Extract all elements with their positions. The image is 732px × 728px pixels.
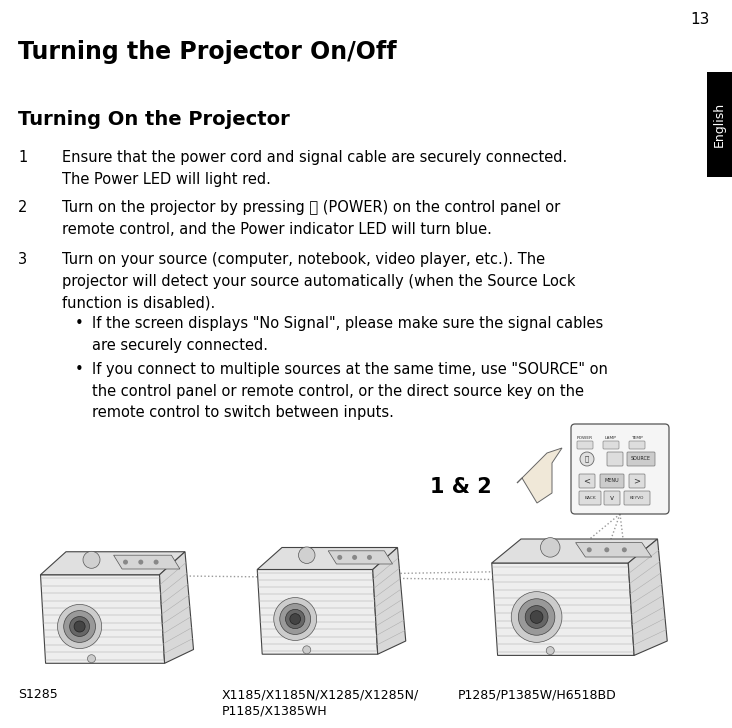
- Circle shape: [303, 646, 311, 654]
- FancyBboxPatch shape: [629, 474, 645, 488]
- Text: 1 & 2: 1 & 2: [430, 477, 492, 497]
- FancyBboxPatch shape: [579, 474, 595, 488]
- Text: TEMP: TEMP: [631, 436, 643, 440]
- FancyBboxPatch shape: [577, 441, 593, 449]
- Text: 1: 1: [18, 150, 27, 165]
- Circle shape: [622, 547, 627, 553]
- FancyBboxPatch shape: [603, 441, 619, 449]
- Text: POWER: POWER: [577, 436, 593, 440]
- Polygon shape: [517, 448, 562, 503]
- FancyBboxPatch shape: [707, 72, 732, 177]
- FancyBboxPatch shape: [629, 441, 645, 449]
- Circle shape: [605, 547, 609, 553]
- FancyBboxPatch shape: [627, 452, 655, 466]
- Circle shape: [280, 604, 310, 634]
- Text: 2: 2: [18, 200, 27, 215]
- Polygon shape: [328, 551, 392, 564]
- Circle shape: [337, 555, 343, 560]
- Text: If the screen displays "No Signal", please make sure the signal cables
are secur: If the screen displays "No Signal", plea…: [92, 316, 603, 352]
- Text: KEYVO: KEYVO: [630, 496, 644, 500]
- Circle shape: [367, 555, 372, 560]
- FancyBboxPatch shape: [604, 491, 620, 505]
- FancyBboxPatch shape: [624, 491, 650, 505]
- Circle shape: [285, 609, 305, 629]
- Polygon shape: [492, 539, 657, 563]
- Polygon shape: [40, 552, 185, 574]
- Text: Turning the Projector On/Off: Turning the Projector On/Off: [18, 40, 397, 64]
- Text: Turn on the projector by pressing ⏻ (POWER) on the control panel or
remote contr: Turn on the projector by pressing ⏻ (POW…: [62, 200, 560, 237]
- Circle shape: [587, 547, 591, 553]
- Circle shape: [123, 560, 128, 565]
- Text: SOURCE: SOURCE: [631, 456, 651, 462]
- Text: Ensure that the power cord and signal cable are securely connected.
The Power LE: Ensure that the power cord and signal ca…: [62, 150, 567, 186]
- Circle shape: [580, 452, 594, 466]
- Text: Turning On the Projector: Turning On the Projector: [18, 110, 290, 129]
- Polygon shape: [40, 574, 165, 663]
- Text: 13: 13: [690, 12, 710, 27]
- Circle shape: [511, 592, 562, 642]
- Text: LAMP: LAMP: [605, 436, 617, 440]
- Circle shape: [274, 598, 317, 641]
- Polygon shape: [492, 563, 634, 655]
- Text: MENU: MENU: [605, 478, 619, 483]
- Circle shape: [138, 560, 143, 565]
- Circle shape: [352, 555, 357, 560]
- Polygon shape: [160, 552, 193, 663]
- Text: Turn on your source (computer, notebook, video player, etc.). The
projector will: Turn on your source (computer, notebook,…: [62, 252, 575, 310]
- Circle shape: [530, 611, 543, 623]
- Text: <: <: [583, 477, 591, 486]
- Circle shape: [74, 621, 85, 632]
- Circle shape: [290, 614, 301, 625]
- Text: •: •: [75, 362, 83, 377]
- Text: X1185/X1185N/X1285/X1285N/
P1185/X1385WH: X1185/X1185N/X1285/X1285N/ P1185/X1385WH: [222, 688, 419, 718]
- FancyBboxPatch shape: [607, 452, 623, 466]
- Text: S1285: S1285: [18, 688, 58, 701]
- Text: P1285/P1385W/H6518BD: P1285/P1385W/H6518BD: [458, 688, 617, 701]
- Polygon shape: [257, 569, 378, 654]
- Text: English: English: [713, 101, 726, 146]
- Circle shape: [88, 654, 95, 662]
- Circle shape: [64, 611, 95, 642]
- Circle shape: [518, 598, 555, 636]
- Polygon shape: [373, 547, 406, 654]
- Text: v: v: [610, 495, 614, 501]
- Polygon shape: [257, 547, 397, 569]
- Circle shape: [58, 604, 102, 649]
- Circle shape: [540, 538, 560, 557]
- Polygon shape: [575, 542, 651, 557]
- Text: If you connect to multiple sources at the same time, use "SOURCE" on
the control: If you connect to multiple sources at th…: [92, 362, 608, 420]
- FancyBboxPatch shape: [600, 474, 624, 488]
- Circle shape: [83, 551, 100, 569]
- Text: ⏻: ⏻: [585, 456, 589, 462]
- Text: 3: 3: [18, 252, 27, 267]
- FancyBboxPatch shape: [579, 491, 601, 505]
- Circle shape: [299, 547, 315, 563]
- Circle shape: [525, 606, 548, 628]
- Circle shape: [70, 617, 89, 636]
- FancyBboxPatch shape: [571, 424, 669, 514]
- Text: >: >: [633, 477, 640, 486]
- Text: •: •: [75, 316, 83, 331]
- Polygon shape: [113, 555, 180, 569]
- Circle shape: [154, 560, 159, 565]
- Text: BACK: BACK: [584, 496, 596, 500]
- Circle shape: [546, 646, 554, 654]
- Polygon shape: [628, 539, 668, 655]
